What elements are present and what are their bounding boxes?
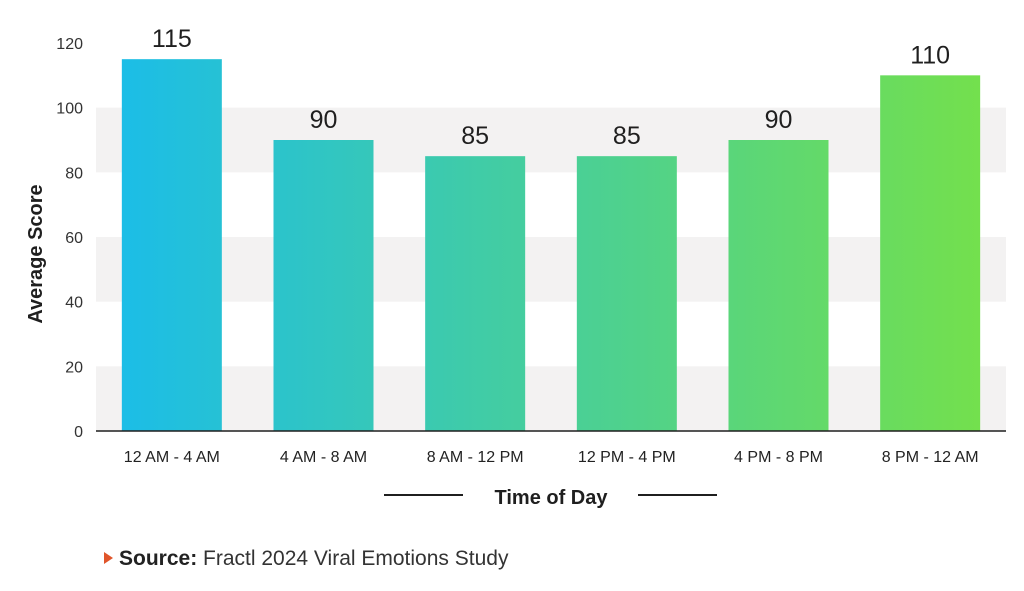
y-tick-label: 20 bbox=[65, 359, 83, 376]
y-tick-label: 40 bbox=[65, 295, 83, 312]
y-axis-title: Average Score bbox=[25, 184, 47, 323]
bar bbox=[273, 140, 374, 431]
grid-band bbox=[96, 366, 1006, 431]
x-tick-label: 12 AM - 4 AM bbox=[124, 449, 220, 466]
source-note: Source: Fractl 2024 Viral Emotions Study bbox=[104, 547, 508, 571]
bar-value-label: 90 bbox=[310, 106, 338, 134]
x-axis-ticks: 12 AM - 4 AM 4 AM - 8 AM 8 AM - 12 PM 12 PM… bbox=[124, 449, 979, 466]
grid-band bbox=[96, 107, 1006, 173]
source-text: Fractl 2024 Viral Emotions Study bbox=[203, 547, 509, 570]
y-tick-label: 60 bbox=[65, 230, 83, 247]
y-tick-label: 100 bbox=[56, 101, 83, 118]
bar-value-label: 90 bbox=[765, 106, 793, 134]
y-tick-label: 120 bbox=[56, 36, 83, 53]
x-axis-title: Time of Day bbox=[495, 487, 609, 509]
bar-value-label: 110 bbox=[910, 41, 950, 69]
grid-bands bbox=[96, 107, 1006, 431]
bar bbox=[425, 156, 526, 431]
bar bbox=[576, 156, 677, 431]
source-label: Source: bbox=[119, 547, 198, 570]
bar bbox=[121, 59, 222, 432]
grid-band bbox=[96, 237, 1006, 302]
bar bbox=[728, 140, 829, 431]
x-tick-label: 4 AM - 8 AM bbox=[280, 449, 367, 466]
y-tick-label: 80 bbox=[65, 165, 83, 182]
bar-value-label: 85 bbox=[461, 122, 489, 150]
bar bbox=[880, 75, 981, 431]
bars bbox=[121, 59, 981, 432]
x-tick-label: 8 AM - 12 PM bbox=[427, 449, 524, 466]
y-tick-label: 0 bbox=[74, 424, 83, 441]
x-tick-label: 8 PM - 12 AM bbox=[882, 449, 979, 466]
bar-value-label: 115 bbox=[152, 25, 192, 53]
bar-value-label: 85 bbox=[613, 122, 641, 150]
x-tick-label: 4 PM - 8 PM bbox=[734, 449, 823, 466]
x-tick-label: 12 PM - 4 PM bbox=[578, 449, 676, 466]
triangle-right-icon bbox=[104, 552, 113, 564]
data-labels: 115 90 85 85 90 110 bbox=[152, 25, 950, 150]
y-axis-ticks: 0 20 40 60 80 100 120 bbox=[56, 36, 83, 441]
bar-chart: 0 20 40 60 80 100 120 115 90 85 85 90 110 12 AM - 4… bbox=[25, 25, 1006, 509]
